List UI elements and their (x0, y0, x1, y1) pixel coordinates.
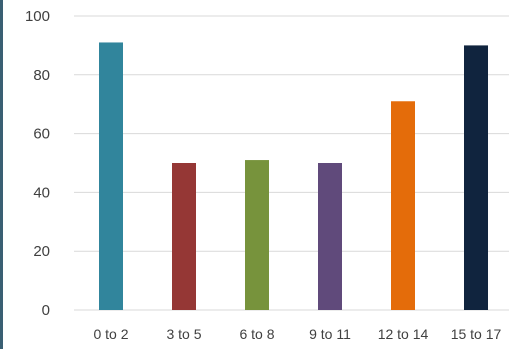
x-tick-label: 15 to 17 (451, 326, 502, 342)
x-tick-label: 0 to 2 (93, 326, 128, 342)
y-tick-label: 0 (42, 302, 50, 319)
bars (99, 42, 488, 311)
y-axis-tick-labels: 0 20 40 60 80 100 (25, 8, 50, 319)
x-tick-label: 3 to 5 (166, 326, 201, 342)
bar-2 (172, 163, 196, 310)
bar-4 (318, 163, 342, 310)
y-tick-label: 40 (33, 184, 50, 201)
bar-5 (391, 101, 415, 310)
x-axis-tick-labels: 0 to 2 3 to 5 6 to 8 9 to 11 12 to 14 15 to 1… (93, 326, 501, 342)
x-tick-label: 12 to 14 (378, 326, 429, 342)
y-tick-label: 100 (25, 8, 50, 25)
y-tick-label: 20 (33, 243, 50, 260)
gridlines (74, 15, 509, 311)
bar-6 (464, 45, 488, 311)
left-edge-border (0, 0, 3, 349)
bar-3 (245, 160, 269, 310)
y-tick-label: 80 (33, 67, 50, 84)
y-tick-label: 60 (33, 126, 50, 143)
x-tick-label: 6 to 8 (239, 326, 274, 342)
bar-1 (99, 42, 123, 311)
x-tick-label: 9 to 11 (309, 326, 351, 342)
